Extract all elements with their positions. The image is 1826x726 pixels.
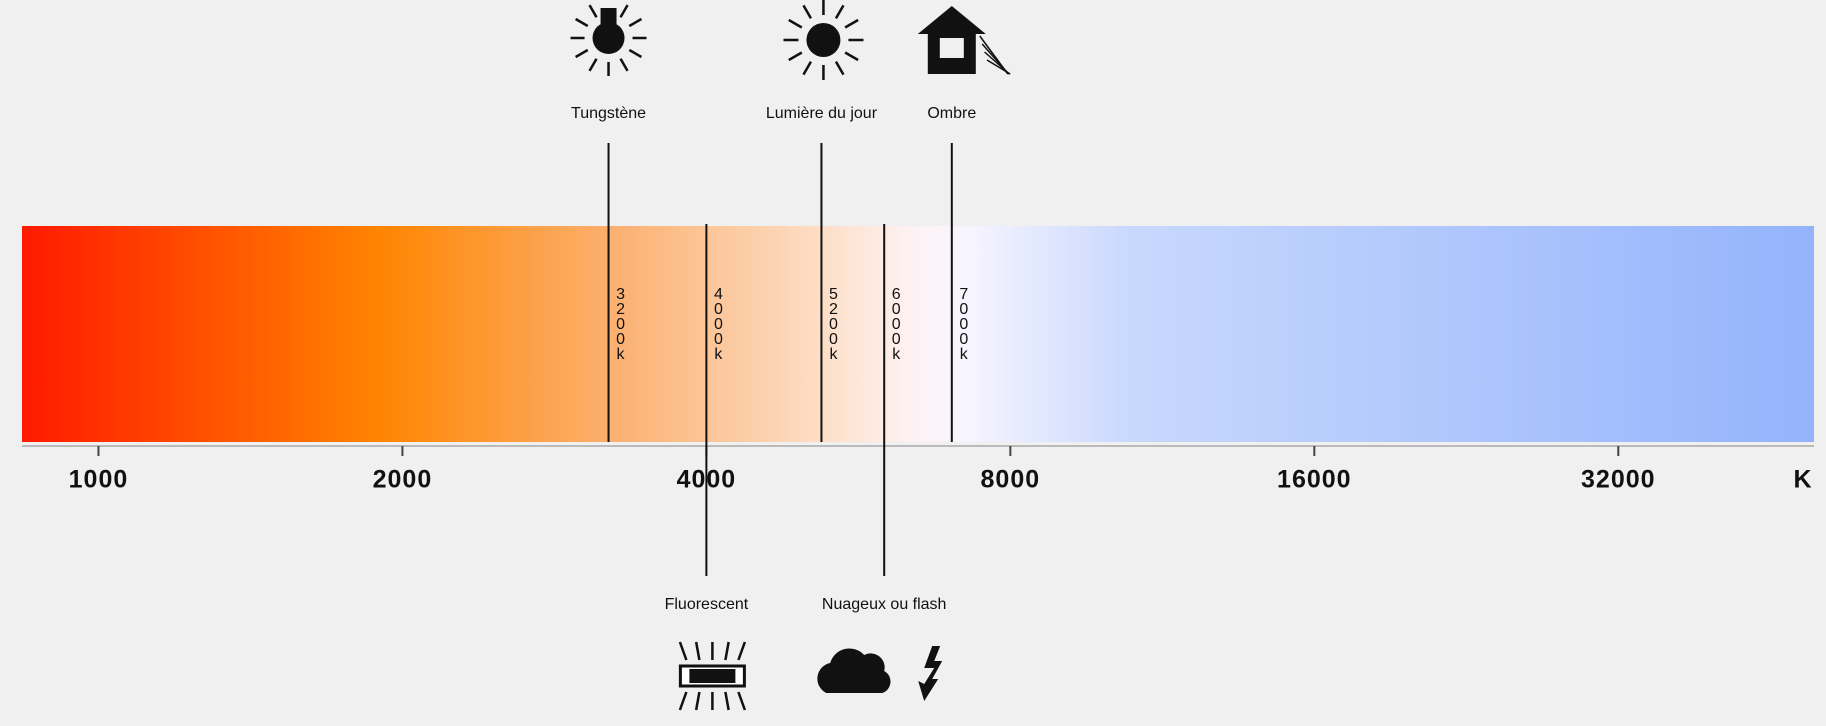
marker-label: Ombre bbox=[927, 105, 976, 122]
icon-ray bbox=[575, 48, 589, 59]
icon-ray bbox=[737, 691, 747, 711]
icon-ray bbox=[575, 17, 589, 28]
icon-part bbox=[939, 38, 964, 58]
marker-label: Lumière du jour bbox=[766, 105, 878, 122]
marker-value-label: 6000k bbox=[888, 286, 905, 361]
icon-ray bbox=[802, 61, 813, 76]
icon-ray bbox=[844, 18, 859, 29]
icon-part bbox=[689, 669, 736, 683]
color-bar bbox=[22, 226, 1814, 442]
icon-part bbox=[600, 8, 617, 24]
icon-ray bbox=[986, 59, 1011, 75]
icon-ray bbox=[724, 691, 730, 711]
marker-label: Nuageux ou flash bbox=[822, 596, 947, 613]
x-tick-label: 1000 bbox=[69, 466, 129, 494]
icon-fluorescent bbox=[678, 641, 747, 711]
unit-label: K bbox=[1793, 466, 1812, 494]
icon-part bbox=[592, 22, 625, 54]
marker-label: Fluorescent bbox=[665, 596, 749, 613]
x-tick-label: 16000 bbox=[1277, 466, 1352, 494]
icon-ray bbox=[588, 58, 598, 72]
icon-ray bbox=[694, 691, 701, 711]
icon-ray bbox=[628, 17, 643, 28]
marker-value-label: 4000k bbox=[710, 286, 727, 361]
icon-ray bbox=[802, 4, 813, 19]
icon-part bbox=[817, 648, 891, 693]
marker-value-label: 3200k bbox=[612, 286, 629, 361]
x-tick-label: 32000 bbox=[1581, 466, 1656, 494]
icon-ray bbox=[628, 48, 643, 59]
icon-ray bbox=[724, 641, 730, 661]
marker-label: Tungstène bbox=[571, 105, 646, 122]
icon-part bbox=[806, 23, 841, 57]
icon-ray bbox=[834, 61, 845, 76]
icon-ray bbox=[788, 51, 803, 62]
icon-ray bbox=[678, 641, 688, 661]
marker-value-label: 7000k bbox=[955, 286, 972, 361]
icon-shade bbox=[917, 6, 1011, 75]
icon-ray bbox=[788, 18, 803, 29]
icon-ray bbox=[619, 58, 629, 72]
icon-ray bbox=[737, 641, 747, 661]
icon-ray bbox=[588, 4, 598, 18]
icon-cloud-flash bbox=[817, 646, 943, 701]
x-tick-label: 8000 bbox=[981, 466, 1041, 494]
icon-ray bbox=[619, 4, 629, 18]
icon-ray bbox=[844, 51, 859, 62]
icon-ray bbox=[834, 4, 845, 19]
icon-sun bbox=[783, 0, 864, 80]
icon-tungsten bbox=[570, 4, 647, 76]
icon-part bbox=[918, 646, 943, 701]
icon-ray bbox=[694, 641, 701, 661]
x-tick-label: 2000 bbox=[373, 466, 433, 494]
icon-ray bbox=[678, 691, 688, 711]
marker-value-label: 5200k bbox=[825, 286, 842, 361]
